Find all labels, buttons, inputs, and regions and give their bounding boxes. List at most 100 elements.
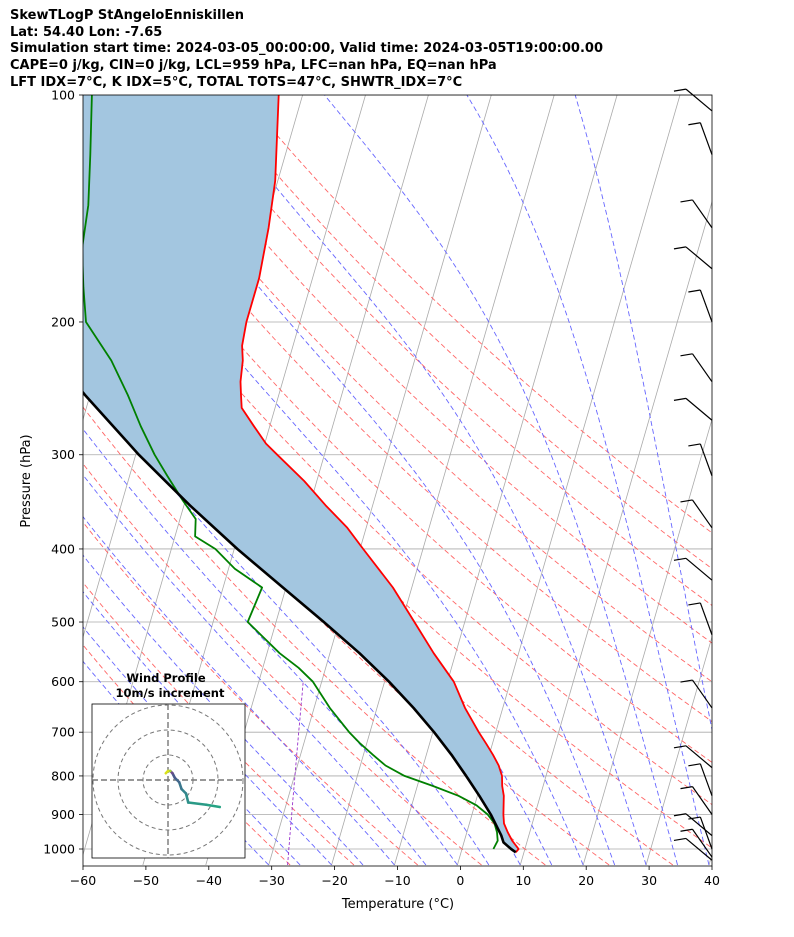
y-tick-label: 1000 (43, 842, 75, 857)
hodograph-plot (92, 704, 245, 858)
wind-barb-flag (680, 199, 693, 203)
cape-shading (83, 95, 519, 853)
wind-barb-flag (673, 813, 687, 817)
wind-barb (688, 763, 713, 796)
wind-barb-staff (699, 289, 713, 323)
x-tick-label: 10 (515, 873, 531, 888)
dry-adiabat-line (83, 351, 610, 866)
stability-indices-2: LFT IDX=7°C, K IDX=5°C, TOTAL TOTS=47°C,… (10, 74, 463, 90)
chart-header: SkewTLogP StAngeloEnniskillen Lat: 54.40… (10, 8, 603, 92)
wind-barb-flag (688, 816, 701, 820)
x-axis-label: Temperature (°C) (341, 897, 454, 912)
wind-barb-staff (699, 122, 713, 155)
wind-barb-flag (680, 679, 693, 683)
x-tick-label: −50 (133, 873, 159, 888)
wind-barb-flag (673, 745, 687, 749)
wind-barb-staff (692, 679, 713, 709)
wind-barb-staff (699, 602, 713, 636)
axes: −60 −50 −40 −30 −20 −10 0 10 20 30 40 1000 900 800 700… (43, 88, 720, 889)
moist-adiabat-line (201, 95, 647, 866)
x-tick-label: 20 (578, 873, 594, 888)
wind-barb-flag (688, 122, 701, 126)
y-tick-label: 200 (51, 314, 75, 329)
wind-barb (688, 816, 713, 850)
dry-adiabat-line (83, 195, 712, 806)
cape-fill (83, 95, 519, 853)
moist-adiabat-line (83, 160, 584, 866)
hodograph-title: Wind Profile (126, 671, 206, 685)
isotherm-line (645, 635, 712, 866)
moist-adiabat-line (324, 95, 678, 866)
dry-adiabat-line (209, 95, 712, 570)
wind-barb-staff (699, 443, 713, 477)
isotherm-line (456, 95, 681, 866)
moist-adiabat-line (83, 591, 332, 866)
hodograph-segment (186, 801, 208, 807)
y-tick-label: 500 (51, 615, 75, 630)
y-tick-label: 300 (51, 447, 75, 462)
wind-barb-flag (688, 763, 701, 767)
temperature-line (239, 95, 520, 853)
hodograph-segment (164, 769, 170, 775)
wind-barb (673, 813, 713, 837)
wind-barb-flag (688, 602, 701, 606)
moist-adiabat-line (83, 554, 364, 866)
chart-title: SkewTLogP StAngeloEnniskillen (10, 8, 244, 23)
wind-barb-staff (685, 557, 713, 581)
x-tick-label: 30 (641, 873, 657, 888)
wind-barb-staff (685, 813, 713, 837)
wind-barb (673, 397, 713, 421)
x-tick-label: −60 (70, 873, 96, 888)
wind-barb (673, 745, 713, 769)
isotherm-line (268, 95, 492, 866)
wind-barb-staff (692, 353, 713, 383)
dewpoint-line (83, 95, 499, 850)
isotherm-line (519, 200, 712, 866)
hodograph-inset: Wind Profile 10m/s increment (91, 671, 246, 859)
isotherm-line (582, 417, 712, 866)
hodograph-segment (204, 803, 222, 809)
parcel-line (83, 390, 517, 854)
moist-adiabat-line (83, 428, 458, 866)
wind-barb-flag (673, 246, 687, 250)
wind-barb-flag (673, 397, 687, 401)
y-tick-label: 400 (51, 541, 75, 556)
wind-barb (688, 122, 713, 155)
wind-barb (673, 557, 713, 581)
wind-barb-flag (680, 828, 693, 832)
x-tick-label: 0 (456, 873, 464, 888)
wind-barbs (673, 88, 713, 861)
hodograph-subtitle: 10m/s increment (116, 686, 225, 700)
moist-adiabat-line (83, 245, 553, 866)
wind-barb (688, 602, 713, 636)
wind-barb-flag (673, 557, 687, 561)
y-axis-label: Pressure (hPa) (19, 434, 34, 527)
wind-barb-flag (673, 837, 687, 842)
y-tick-label: 600 (51, 674, 75, 689)
y-tick-label: 800 (51, 768, 75, 783)
wind-barb-flag (680, 786, 693, 790)
y-tick-label: 900 (51, 807, 75, 822)
simulation-times: Simulation start time: 2024-03-05_00:00:… (10, 41, 603, 57)
x-tick-label: 40 (704, 873, 720, 888)
wind-barb-flag (688, 289, 701, 293)
moist-adiabat-line (108, 95, 616, 866)
dry-adiabat-line (242, 95, 712, 534)
y-tick-label: 100 (51, 88, 75, 103)
wind-barb-flag (673, 88, 687, 92)
wind-barb (680, 679, 713, 709)
moist-adiabat-line (83, 376, 490, 866)
wind-barb-staff (685, 837, 713, 861)
hodograph-segment (184, 792, 190, 804)
wind-barb-staff (685, 397, 713, 421)
wind-barb-staff (685, 246, 713, 270)
wind-barb (688, 289, 713, 323)
wind-barb (673, 837, 713, 861)
wind-barb-flag (680, 353, 693, 357)
moist-adiabat-line (466, 95, 710, 866)
moist-adiabat-line (83, 516, 395, 866)
x-tick-label: −40 (196, 873, 222, 888)
wind-barb (680, 828, 713, 858)
dry-adiabat-line (83, 463, 482, 866)
